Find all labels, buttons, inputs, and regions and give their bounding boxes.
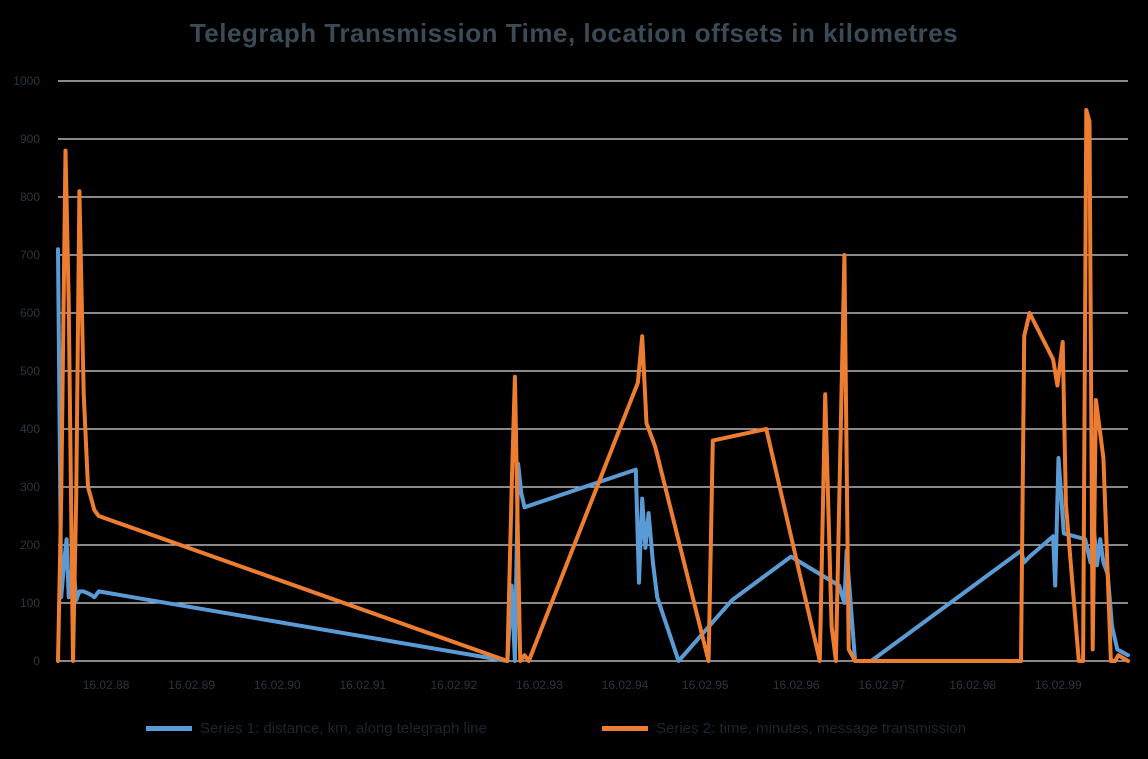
y-tick-label: 0 [33, 654, 40, 668]
legend-swatch-series-2 [602, 725, 648, 731]
legend-item-series-1: Series 1: distance, km, along telegraph … [146, 716, 487, 740]
x-tick-label: 16.02.91 [339, 678, 386, 692]
y-tick-label: 900 [20, 132, 40, 146]
x-tick-label: 16.02.96 [773, 678, 820, 692]
y-tick-label: 500 [20, 364, 40, 378]
x-tick-label: 16.02.93 [516, 678, 563, 692]
y-tick-label: 100 [20, 596, 40, 610]
x-tick-label: 16.02.92 [430, 678, 477, 692]
x-tick-label: 16.02.97 [858, 678, 905, 692]
y-tick-label: 700 [20, 248, 40, 262]
x-tick-label: 16.02.98 [949, 678, 996, 692]
series-line-1 [56, 247, 1130, 663]
series-line-2 [56, 108, 1130, 663]
y-tick-label: 600 [20, 306, 40, 320]
y-tick-label: 200 [20, 538, 40, 552]
x-tick-label: 16.02.88 [83, 678, 130, 692]
chart-title: Telegraph Transmission Time, location of… [189, 18, 959, 48]
x-tick-label: 16.02.90 [254, 678, 301, 692]
y-tick-label: 1000 [13, 74, 40, 88]
legend-swatch-series-1 [146, 725, 192, 731]
y-tick-label: 300 [20, 480, 40, 494]
legend-label-series-2: Series 2: time, minutes, message transmi… [656, 719, 967, 737]
legend-label-series-1: Series 1: distance, km, along telegraph … [200, 719, 487, 737]
chart-legend: Series 1: distance, km, along telegraph … [0, 716, 1148, 740]
x-tick-label: 16.02.95 [682, 678, 729, 692]
x-tick-label: 16.02.99 [1035, 678, 1082, 692]
x-tick-label: 16.02.89 [168, 678, 215, 692]
y-tick-label: 400 [20, 422, 40, 436]
x-tick-label: 16.02.94 [602, 678, 649, 692]
legend-item-series-2: Series 2: time, minutes, message transmi… [602, 716, 966, 740]
y-tick-label: 800 [20, 190, 40, 204]
